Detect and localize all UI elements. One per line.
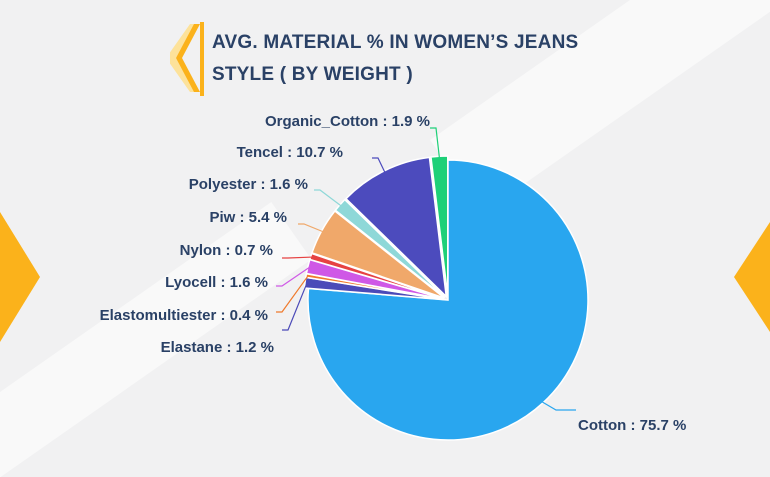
title-chevron-icon xyxy=(170,22,204,96)
data-label-piw: Piw : 5.4 % xyxy=(209,209,287,226)
leader-line-lyocell xyxy=(276,266,311,287)
data-label-nylon: Nylon : 0.7 % xyxy=(180,242,273,259)
pie-slice-nylon xyxy=(308,252,445,300)
chart-header: AVG. MATERIAL % IN WOMEN’S JEANS STYLE (… xyxy=(170,22,630,96)
leader-line-cotton xyxy=(541,400,576,411)
data-label-elastomultiester: Elastomultiester : 0.4 % xyxy=(100,307,268,324)
data-label-organic-cotton: Organic_Cotton : 1.9 % xyxy=(265,113,430,130)
leader-line-elastomultiester xyxy=(276,275,309,313)
left-arrow-decoration xyxy=(0,212,40,342)
data-label-elastane: Elastane : 1.2 % xyxy=(161,339,274,356)
chart-title-line-2: STYLE ( BY WEIGHT ) xyxy=(212,64,413,85)
leader-line-nylon xyxy=(282,256,313,259)
data-label-polyester: Polyester : 1.6 % xyxy=(189,176,308,193)
leader-line-organic-cotton xyxy=(430,127,441,159)
leader-line-piw xyxy=(298,223,324,233)
data-label-cotton: Cotton : 75.7 % xyxy=(578,417,686,434)
leader-line-polyester xyxy=(314,189,342,207)
data-label-lyocell: Lyocell : 1.6 % xyxy=(165,274,268,291)
right-arrow-decoration xyxy=(734,222,770,332)
leader-line-elastane xyxy=(282,282,308,331)
data-label-tencel: Tencel : 10.7 % xyxy=(237,144,343,161)
pie-chart: Cotton : 75.7 % Elastane : 1.2 % Elastomul… xyxy=(100,113,686,441)
leader-line-tencel xyxy=(372,157,386,173)
chart-title-line-1: AVG. MATERIAL % IN WOMEN’S JEANS xyxy=(212,32,579,53)
